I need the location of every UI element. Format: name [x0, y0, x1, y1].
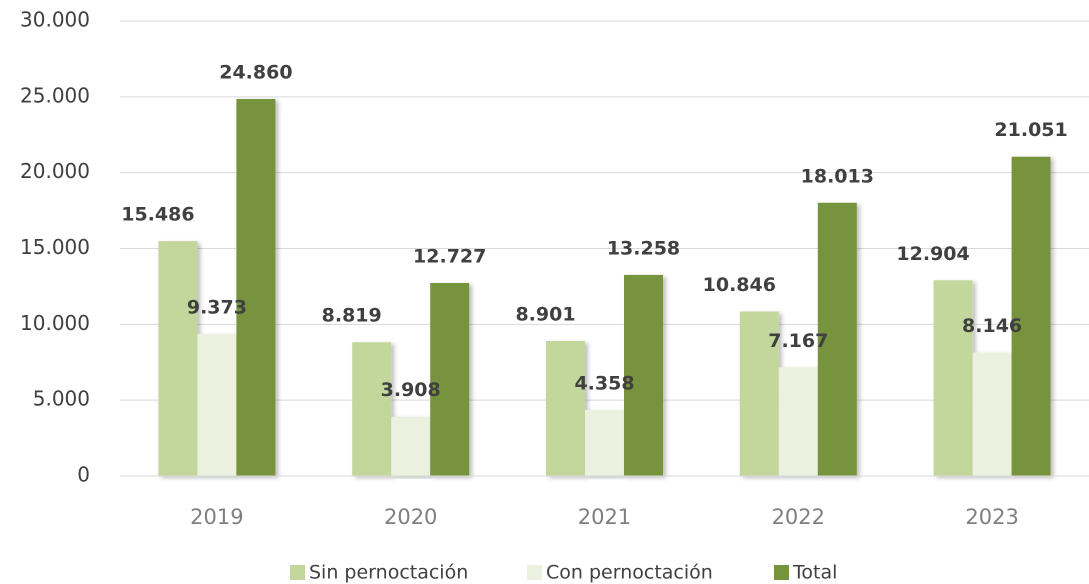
bar: [546, 341, 585, 476]
value-label: 21.051: [994, 119, 1067, 141]
bar: [197, 333, 237, 476]
bar: [624, 274, 663, 476]
y-tick-label: 15.000: [20, 235, 90, 259]
value-label: 18.013: [801, 165, 874, 187]
legend-label: Con pernoctación: [546, 562, 713, 584]
bar: [778, 367, 818, 476]
y-tick-label: 20.000: [20, 159, 90, 183]
bar: [391, 416, 431, 476]
y-tick-label: 0: [77, 463, 90, 487]
bar: [585, 409, 624, 476]
y-tick-label: 10.000: [20, 311, 90, 335]
legend-swatch: [527, 565, 542, 580]
value-label: 7.167: [768, 330, 828, 352]
bar: [972, 352, 1012, 476]
x-tick-label: 2021: [578, 505, 631, 529]
value-label: 8.146: [962, 315, 1022, 337]
bar: [236, 98, 276, 476]
value-label: 9.373: [187, 296, 247, 318]
value-label: 8.901: [515, 304, 575, 326]
value-label: 13.258: [607, 237, 680, 259]
bar: [430, 282, 470, 476]
legend-swatch: [774, 565, 789, 580]
bar: [158, 241, 198, 476]
y-tick-label: 25.000: [20, 83, 90, 107]
x-tick-label: 2023: [965, 505, 1018, 529]
legend-label: Sin pernoctación: [309, 562, 468, 584]
y-tick-label: 30.000: [20, 8, 90, 32]
x-tick-label: 2019: [190, 505, 243, 529]
bar: [352, 342, 392, 476]
y-tick-label: 5.000: [33, 387, 90, 411]
value-label: 12.904: [896, 243, 969, 265]
value-label: 4.358: [574, 372, 634, 394]
value-label: 8.819: [322, 305, 382, 327]
value-label: 12.727: [413, 245, 486, 267]
value-label: 24.860: [219, 61, 292, 83]
x-tick-label: 2022: [772, 505, 825, 529]
legend-swatch: [290, 565, 305, 580]
value-label: 3.908: [381, 379, 441, 401]
x-tick-label: 2020: [384, 505, 437, 529]
bar: [739, 311, 779, 476]
value-label: 15.486: [121, 204, 194, 226]
value-label: 10.846: [703, 274, 776, 296]
bar: [817, 202, 857, 476]
bar: [1011, 156, 1051, 476]
bar: [933, 280, 973, 476]
legend-label: Total: [792, 562, 837, 584]
